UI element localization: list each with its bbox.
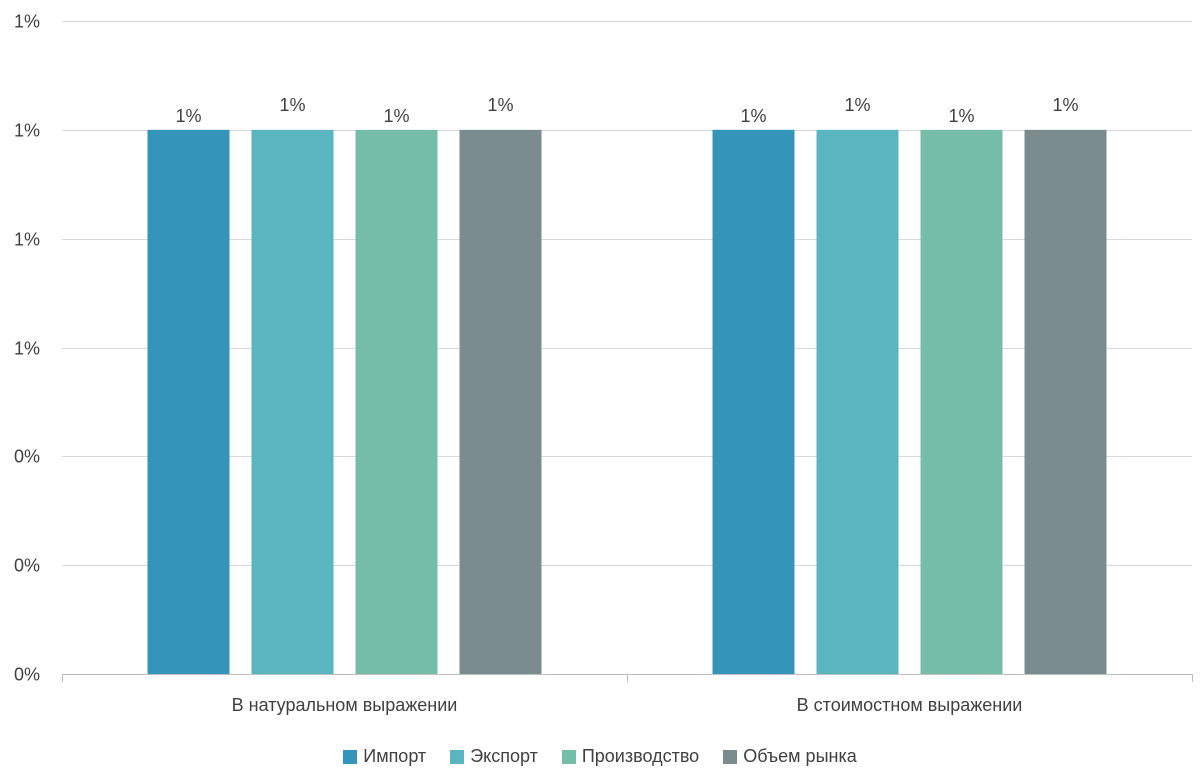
x-category-label: В стоимостном выражении <box>797 695 1023 715</box>
legend-item: Импорт <box>343 746 426 767</box>
x-category-label: В натуральном выражении <box>232 695 458 715</box>
data-label: 1% <box>948 106 974 126</box>
bar-chart: 0% 0% 0% 1% 1% 1% 1% 1% 1% 1% 1% 1% 1% 1% 1% В натура… <box>14 12 1193 715</box>
data-labels: 1% 1% 1% 1% 1% 1% 1% 1% <box>175 95 1078 126</box>
y-axis-tick-labels: 0% 0% 0% 1% 1% 1% 1% <box>14 12 40 685</box>
bar <box>712 129 795 675</box>
y-tick-label: 1% <box>14 12 40 32</box>
legend-label: Производство <box>581 746 700 766</box>
y-tick-label: 1% <box>14 339 40 359</box>
legend-swatch <box>561 749 576 764</box>
legend-item: Объем рынка <box>723 746 857 767</box>
data-label: 1% <box>844 95 870 115</box>
bar <box>920 129 1003 675</box>
legend-item: Производство <box>561 746 700 767</box>
bar <box>816 129 899 675</box>
data-label: 1% <box>175 106 201 126</box>
bar <box>355 129 438 675</box>
legend-item: Экспорт <box>450 746 538 767</box>
x-axis: В натуральном выражении В стоимостном выр… <box>62 674 1193 715</box>
gridlines <box>62 21 1192 675</box>
bars <box>147 129 1107 675</box>
legend-swatch <box>343 749 358 764</box>
legend-swatch <box>723 749 738 764</box>
data-label: 1% <box>487 95 513 115</box>
y-tick-label: 0% <box>14 447 40 467</box>
bar <box>251 129 334 675</box>
y-tick-label: 0% <box>14 556 40 576</box>
data-label: 1% <box>1052 95 1078 115</box>
data-label: 1% <box>279 95 305 115</box>
bar <box>147 129 230 675</box>
y-tick-label: 1% <box>14 230 40 250</box>
legend-swatch <box>450 749 465 764</box>
legend-label: Экспорт <box>470 746 538 766</box>
y-tick-label: 1% <box>14 121 40 141</box>
legend: Импорт Экспорт Производство Объем рынка <box>0 746 1200 767</box>
legend-label: Импорт <box>363 746 427 766</box>
bar <box>1024 129 1107 675</box>
data-label: 1% <box>740 106 766 126</box>
y-tick-label: 0% <box>14 665 40 685</box>
legend-label: Объем рынка <box>743 746 857 766</box>
data-label: 1% <box>383 106 409 126</box>
bar <box>459 129 542 675</box>
